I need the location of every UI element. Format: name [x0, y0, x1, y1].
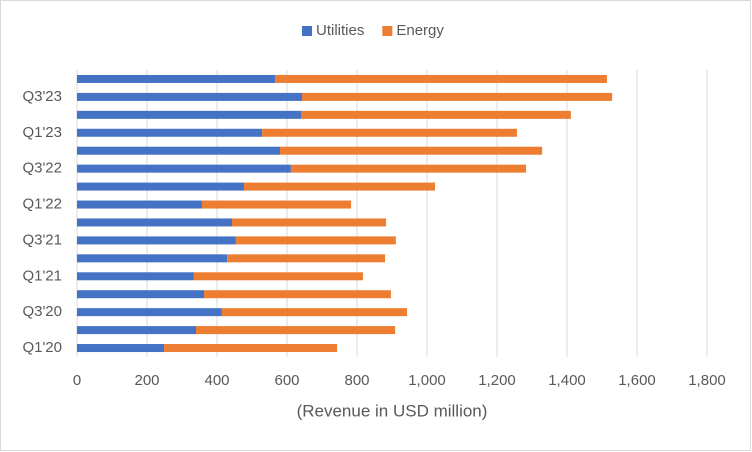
- bar-segment: [77, 290, 205, 299]
- bar-segment: [77, 146, 280, 155]
- bar-segment: [77, 182, 244, 191]
- x-tick-label: 1,800: [688, 372, 726, 389]
- bar-segment: [301, 110, 571, 119]
- x-tick-label: 200: [134, 372, 159, 389]
- x-tick-label: 1,600: [618, 372, 656, 389]
- bar-segment: [77, 254, 228, 263]
- x-tick-label: 0: [73, 372, 81, 389]
- x-tick-label: 600: [274, 372, 299, 389]
- bar-segment: [290, 164, 527, 173]
- bar-segment: [262, 128, 517, 137]
- bar-segment: [204, 290, 391, 299]
- bar-segment: [164, 344, 338, 353]
- bar-segment: [196, 326, 396, 335]
- bar-segment: [302, 92, 613, 101]
- x-tick-label: 800: [344, 372, 369, 389]
- y-tick-label: Q3'23: [22, 88, 62, 105]
- y-tick-label: Q1'22: [22, 196, 62, 213]
- bar-segment: [280, 146, 543, 155]
- bar-segment: [235, 236, 396, 245]
- bar-segment: [77, 218, 233, 227]
- legend-label: Utilities: [316, 22, 364, 39]
- bar-segment: [193, 272, 363, 281]
- legend-swatch: [382, 26, 393, 36]
- bar-segment: [201, 200, 352, 209]
- bar-segment: [227, 254, 385, 263]
- y-tick-label: Q3'21: [22, 231, 62, 248]
- bar-segment: [77, 128, 263, 137]
- x-tick-label: 400: [204, 372, 229, 389]
- bar-segment: [77, 344, 165, 353]
- x-tick-label: 1,000: [408, 372, 446, 389]
- bar-segment: [77, 164, 291, 173]
- y-tick-label: Q3'22: [22, 160, 62, 177]
- legend-label: Energy: [396, 22, 444, 39]
- x-axis-title: (Revenue in USD million): [297, 401, 488, 420]
- bar-segment: [221, 308, 408, 317]
- y-tick-label: Q1'20: [22, 339, 62, 356]
- x-tick-label: 1,400: [548, 372, 586, 389]
- bar-segment: [77, 272, 194, 281]
- bar-segment: [77, 326, 196, 335]
- legend-swatch: [302, 26, 312, 36]
- y-tick-label: Q1'21: [22, 267, 62, 284]
- bar-segment: [275, 74, 607, 83]
- bar-segment: [243, 182, 436, 191]
- bar-segment: [77, 200, 202, 209]
- bar-segment: [77, 110, 301, 119]
- bar-segment: [77, 92, 303, 101]
- bar-segment: [77, 236, 236, 245]
- y-tick-label: Q3'20: [22, 303, 62, 320]
- y-tick-label: Q1'23: [22, 124, 62, 141]
- bar-segment: [77, 308, 222, 317]
- bar-segment: [77, 74, 276, 83]
- bar-segment: [232, 218, 387, 227]
- x-tick-label: 1,200: [478, 372, 516, 389]
